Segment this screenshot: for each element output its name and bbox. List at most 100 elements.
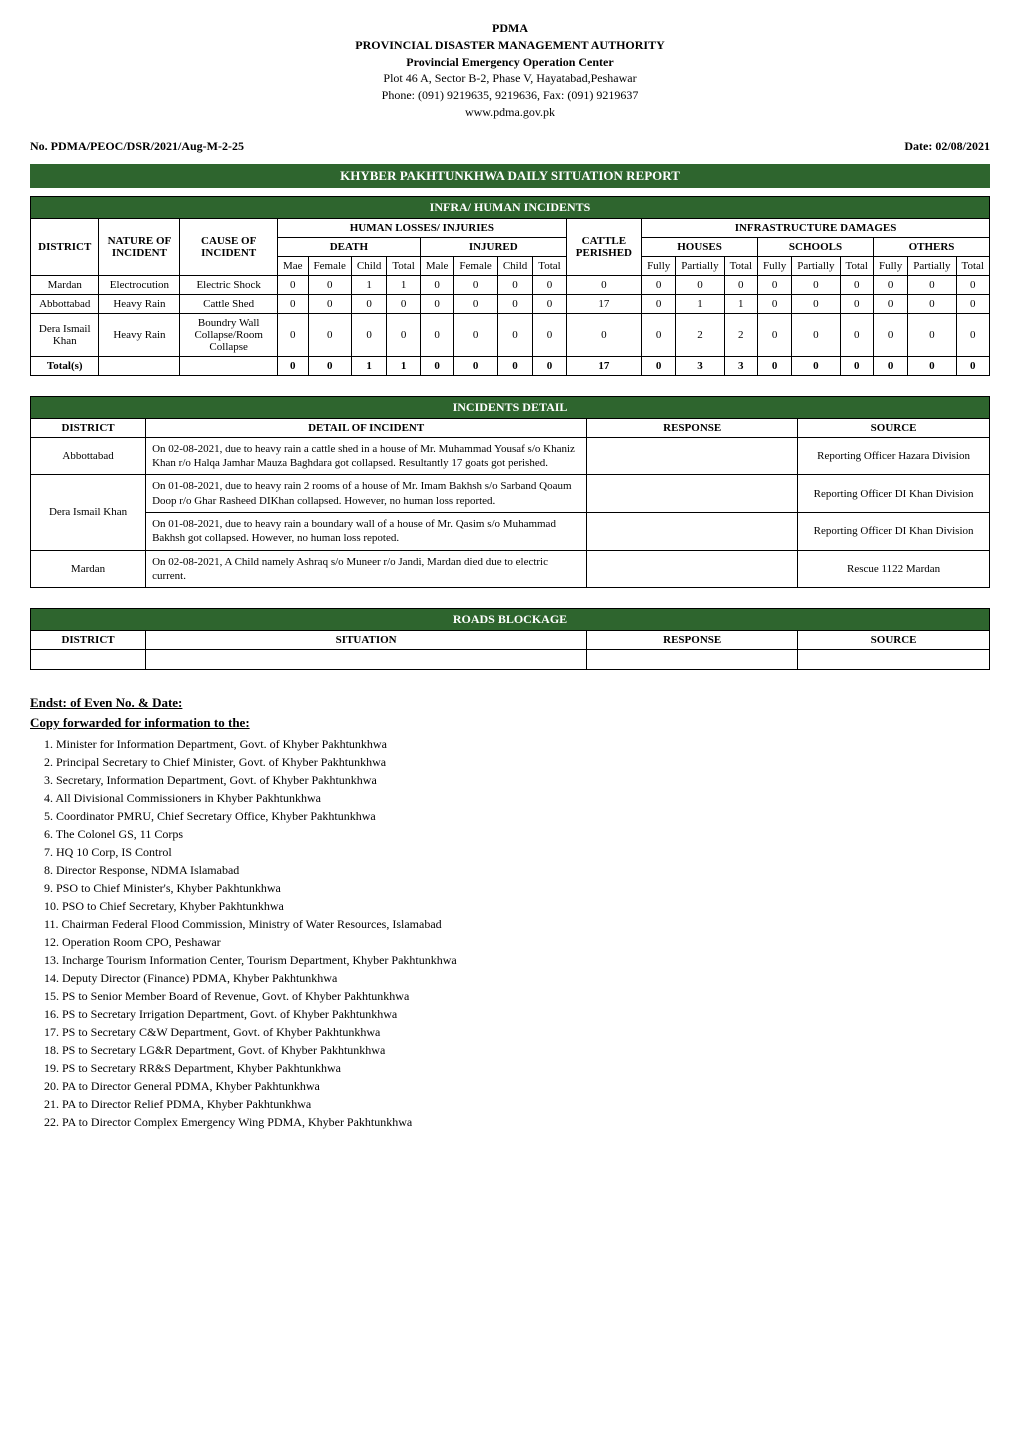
cell-detail: On 01-08-2021, due to heavy rain a bound… xyxy=(146,512,587,550)
th-district: DISTRICT xyxy=(31,418,146,437)
list-item: 20. PA to Director General PDMA, Khyber … xyxy=(44,1077,990,1095)
th-human-losses: HUMAN LOSSES/ INJURIES xyxy=(277,218,566,237)
cell-district: Dera Ismail Khan xyxy=(31,313,99,356)
cell: 0 xyxy=(497,356,532,375)
table-row: Abbottabad On 02-08-2021, due to heavy r… xyxy=(31,437,990,475)
list-item: 6. The Colonel GS, 11 Corps xyxy=(44,825,990,843)
total-row: Total(s) 0 0 1 1 0 0 0 0 17 0 3 3 0 0 0 … xyxy=(31,356,990,375)
cell: 0 xyxy=(566,275,641,294)
list-item: 22. PA to Director Complex Emergency Win… xyxy=(44,1113,990,1131)
cell: 0 xyxy=(758,356,792,375)
th-male: Male xyxy=(420,256,454,275)
cell: 0 xyxy=(308,356,351,375)
cell: 0 xyxy=(956,313,989,356)
cell: 0 xyxy=(420,294,454,313)
cell-district: Abbottabad xyxy=(31,437,146,475)
cell: 0 xyxy=(840,275,873,294)
cell: 0 xyxy=(874,313,908,356)
cell-detail: On 01-08-2021, due to heavy rain 2 rooms… xyxy=(146,475,587,513)
cell: 0 xyxy=(792,275,840,294)
th-situation: SITUATION xyxy=(146,631,587,650)
th-fully-o: Fully xyxy=(874,256,908,275)
th-female-inj: Female xyxy=(454,256,497,275)
cell: 2 xyxy=(724,313,757,356)
th-total-inj: Total xyxy=(533,256,566,275)
cell: 0 xyxy=(676,275,724,294)
th-fully-s: Fully xyxy=(758,256,792,275)
cell-response xyxy=(587,512,798,550)
main-banner: KHYBER PAKHTUNKHWA DAILY SITUATION REPOR… xyxy=(30,164,990,188)
th-source: SOURCE xyxy=(798,631,990,650)
list-item: 13. Incharge Tourism Information Center,… xyxy=(44,951,990,969)
th-child-inj: Child xyxy=(497,256,532,275)
cell: 0 xyxy=(308,294,351,313)
th-total-s: Total xyxy=(840,256,873,275)
th-partially-s: Partially xyxy=(792,256,840,275)
cell: 0 xyxy=(642,313,676,356)
cell: 0 xyxy=(642,275,676,294)
th-response: RESPONSE xyxy=(587,418,798,437)
cell-nature: Heavy Rain xyxy=(99,294,180,313)
th-mae: Mae xyxy=(277,256,308,275)
table-row: Dera Ismail Khan Heavy Rain Boundry Wall… xyxy=(31,313,990,356)
center-name: Provincial Emergency Operation Center xyxy=(30,54,990,71)
table-row xyxy=(31,650,990,670)
cell: 1 xyxy=(351,356,386,375)
th-total-h: Total xyxy=(724,256,757,275)
list-item: 2. Principal Secretary to Chief Minister… xyxy=(44,753,990,771)
list-item: 17. PS to Secretary C&W Department, Govt… xyxy=(44,1023,990,1041)
cell: 0 xyxy=(758,275,792,294)
infra-human-incidents-table: INFRA/ HUMAN INCIDENTS DISTRICT NATURE O… xyxy=(30,196,990,376)
cell: 1 xyxy=(724,294,757,313)
cell: 0 xyxy=(533,294,566,313)
cell-cause: Cattle Shed xyxy=(180,294,278,313)
th-partially-h: Partially xyxy=(676,256,724,275)
cell: 0 xyxy=(308,275,351,294)
th-fully-h: Fully xyxy=(642,256,676,275)
cell: 2 xyxy=(676,313,724,356)
cell: 0 xyxy=(908,356,956,375)
cell: 0 xyxy=(277,294,308,313)
th-district: DISTRICT xyxy=(31,631,146,650)
cell: 0 xyxy=(533,356,566,375)
list-item: 1. Minister for Information Department, … xyxy=(44,735,990,753)
cell-district: Abbottabad xyxy=(31,294,99,313)
th-injured: INJURED xyxy=(420,237,566,256)
infra-section-title: INFRA/ HUMAN INCIDENTS xyxy=(31,196,990,218)
cell: 0 xyxy=(874,275,908,294)
list-item: 7. HQ 10 Corp, IS Control xyxy=(44,843,990,861)
cell: 0 xyxy=(792,294,840,313)
th-district: DISTRICT xyxy=(31,218,99,275)
document-header: PDMA PROVINCIAL DISASTER MANAGEMENT AUTH… xyxy=(30,20,990,121)
th-death: DEATH xyxy=(277,237,420,256)
cell xyxy=(587,650,798,670)
cell: 0 xyxy=(792,356,840,375)
cell: 0 xyxy=(840,356,873,375)
roads-blockage-table: ROADS BLOCKAGE DISTRICT SITUATION RESPON… xyxy=(30,608,990,670)
cell: 0 xyxy=(308,313,351,356)
doc-number: No. PDMA/PEOC/DSR/2021/Aug-M-2-25 xyxy=(30,139,244,154)
cell-source: Reporting Officer DI Khan Division xyxy=(798,512,990,550)
cell xyxy=(180,356,278,375)
list-item: 18. PS to Secretary LG&R Department, Gov… xyxy=(44,1041,990,1059)
th-total: Total xyxy=(387,256,420,275)
cell: 17 xyxy=(566,294,641,313)
cell: 0 xyxy=(956,294,989,313)
cell: 0 xyxy=(420,275,454,294)
cell: 0 xyxy=(908,275,956,294)
cell: 0 xyxy=(387,294,420,313)
th-female: Female xyxy=(308,256,351,275)
th-partially-o: Partially xyxy=(908,256,956,275)
cell-district: Dera Ismail Khan xyxy=(31,475,146,550)
list-item: 12. Operation Room CPO, Peshawar xyxy=(44,933,990,951)
doc-date: Date: 02/08/2021 xyxy=(904,139,990,154)
cell xyxy=(798,650,990,670)
roads-section-title: ROADS BLOCKAGE xyxy=(31,609,990,631)
cell: 0 xyxy=(533,313,566,356)
cell: 3 xyxy=(676,356,724,375)
endst-block: Endst: of Even No. & Date: Copy forwarde… xyxy=(30,695,990,1131)
cell xyxy=(31,650,146,670)
cell: 3 xyxy=(724,356,757,375)
cell: 0 xyxy=(497,294,532,313)
cell: 0 xyxy=(792,313,840,356)
